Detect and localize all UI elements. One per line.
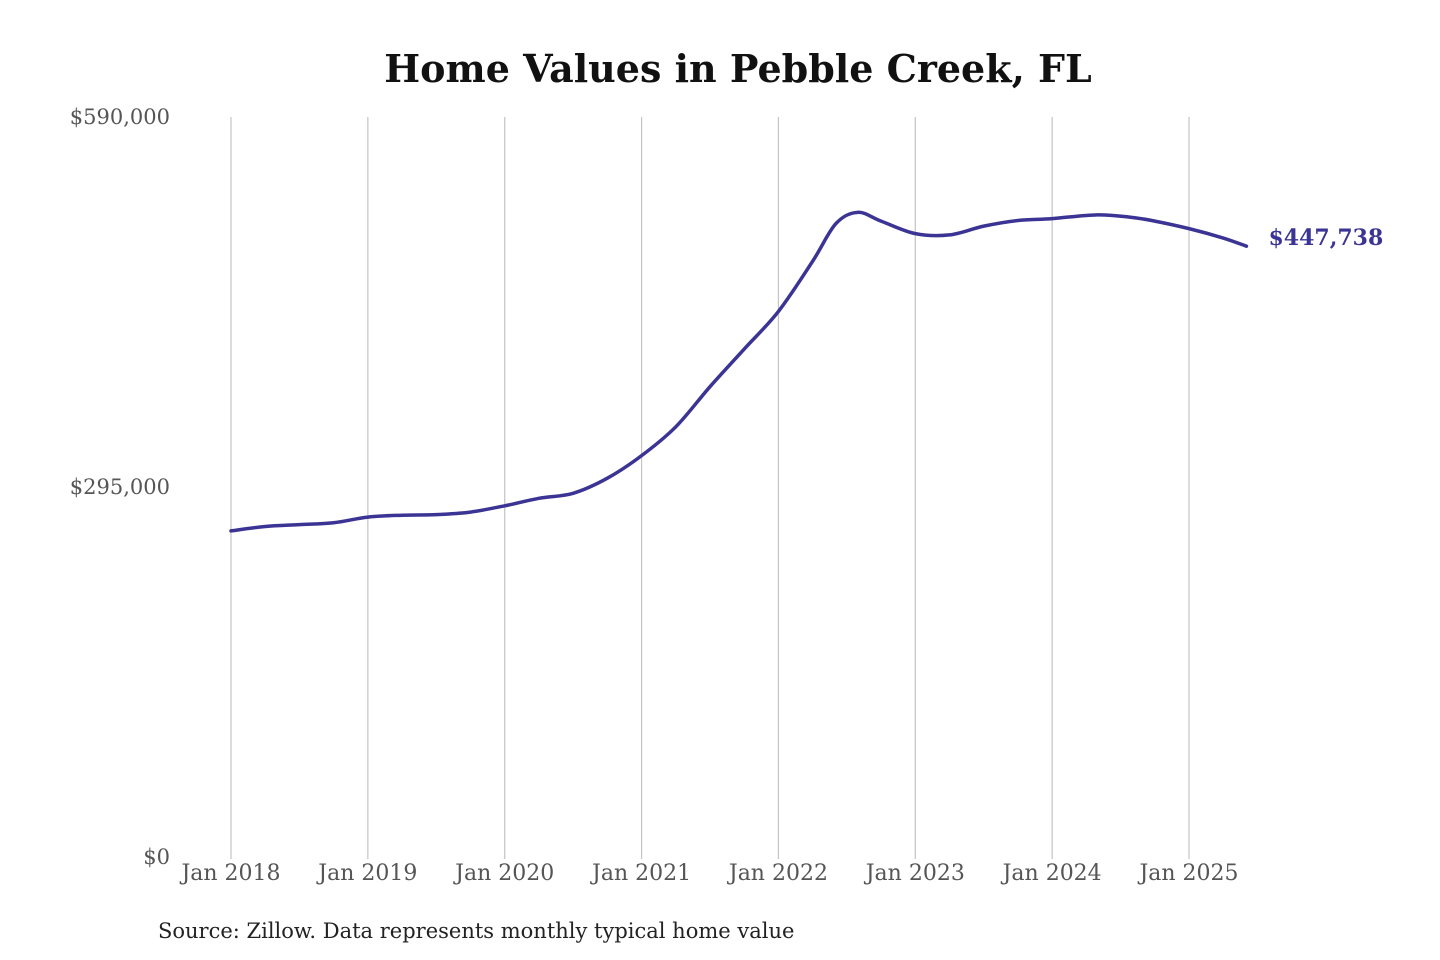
x-tick-label: Jan 2024 — [1001, 861, 1102, 886]
end-value-label: $447,738 — [1268, 225, 1383, 251]
x-tick-label: Jan 2023 — [864, 861, 965, 886]
x-tick-label: Jan 2025 — [1137, 861, 1238, 886]
chart-title: Home Values in Pebble Creek, FL — [384, 46, 1091, 91]
x-tick-label: Jan 2019 — [316, 861, 417, 886]
x-tick-label: Jan 2021 — [590, 861, 691, 886]
x-tick-label: Jan 2022 — [727, 861, 828, 886]
source-note: Source: Zillow. Data represents monthly … — [158, 919, 794, 943]
y-tick-label: $0 — [143, 845, 170, 869]
x-axis-ticks: Jan 2018 Jan 2019 Jan 2020 Jan 2021 Jan 2022… — [179, 861, 1238, 886]
x-tick-label: Jan 2018 — [179, 861, 280, 886]
x-tick-label: Jan 2020 — [453, 861, 554, 886]
y-axis-ticks: $0 $295,000 $590,000 — [70, 105, 170, 869]
series-group: $447,738 — [229, 210, 1383, 533]
grid-lines — [230, 117, 1190, 859]
y-tick-label: $295,000 — [70, 475, 170, 499]
series-line-0 — [229, 210, 1249, 533]
y-tick-label: $590,000 — [70, 105, 170, 129]
